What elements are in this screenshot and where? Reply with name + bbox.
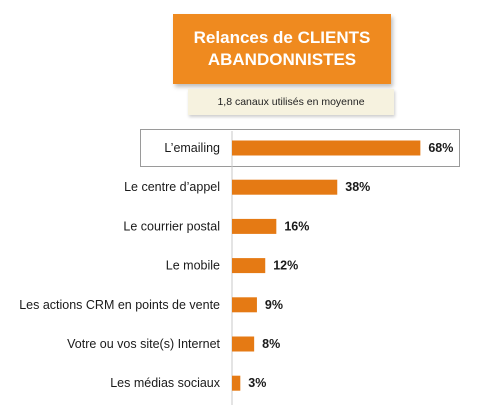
value-label: 68% xyxy=(428,141,453,155)
value-label: 9% xyxy=(265,298,283,312)
category-label: L’emailing xyxy=(164,141,220,155)
value-label: 3% xyxy=(248,376,266,390)
bar xyxy=(232,140,421,156)
chart-title-line1: Relances de CLIENTS xyxy=(193,28,371,47)
bar xyxy=(232,218,277,234)
bar-group: L’emailing 68% Le centre d’appel 38% Le cour… xyxy=(19,140,453,391)
category-label: Le mobile xyxy=(166,259,220,273)
value-label: 8% xyxy=(262,337,280,351)
value-label: 16% xyxy=(284,219,309,233)
category-label: Le centre d’appel xyxy=(124,180,220,194)
category-label: Les médias sociaux xyxy=(110,376,221,390)
value-label: 12% xyxy=(273,259,298,273)
bar xyxy=(232,336,255,352)
bar xyxy=(232,297,257,313)
category-label: Le courrier postal xyxy=(123,219,220,233)
chart-title-box: Relances de CLIENTS ABANDONNISTES xyxy=(173,14,391,84)
category-label: Votre ou vos site(s) Internet xyxy=(67,337,220,351)
category-label: Les actions CRM en points de vente xyxy=(19,298,220,312)
chart-subtitle: 1,8 canaux utilisés en moyenne xyxy=(188,89,394,115)
value-label: 38% xyxy=(345,180,370,194)
bar xyxy=(232,179,338,195)
chart-title-line2: ABANDONNISTES xyxy=(207,50,357,69)
bar xyxy=(232,258,266,274)
bar xyxy=(232,375,241,391)
